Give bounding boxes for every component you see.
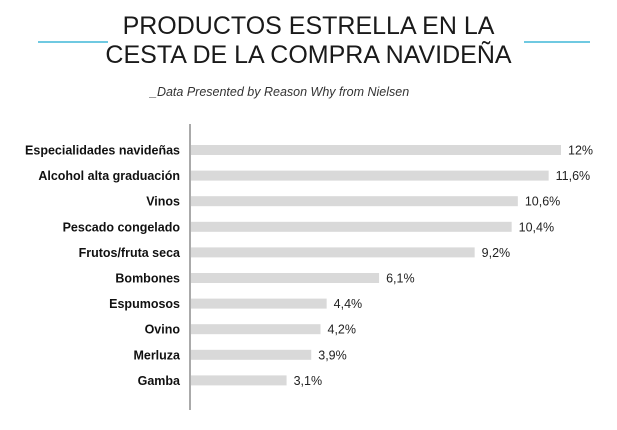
- value-label: 3,1%: [294, 374, 323, 388]
- bar: [191, 221, 512, 232]
- category-label: Alcohol alta graduación: [38, 169, 180, 183]
- bar: [191, 247, 475, 258]
- category-label: Merluza: [133, 348, 181, 362]
- value-label: 10,4%: [519, 220, 554, 234]
- bar: [191, 324, 321, 335]
- bar: [191, 196, 518, 207]
- category-label: Especialidades navideñas: [25, 144, 180, 158]
- category-label: Vinos: [146, 195, 180, 209]
- chart-title: PRODUCTOS ESTRELLA EN LA CESTA DE LA COM…: [0, 12, 617, 70]
- category-label: Bombones: [115, 272, 180, 286]
- value-label: 4,4%: [334, 297, 363, 311]
- category-label: Gamba: [138, 374, 181, 388]
- bar: [191, 375, 287, 386]
- chart-title-line-2: CESTA DE LA COMPRA NAVIDEÑA: [105, 41, 512, 69]
- value-label: 9,2%: [482, 246, 511, 260]
- bar: [191, 145, 561, 155]
- category-label: Frutos/fruta seca: [79, 246, 181, 260]
- value-label: 4,2%: [328, 323, 357, 337]
- value-label: 10,6%: [525, 195, 560, 209]
- value-label: 11,6%: [556, 169, 591, 183]
- bar: [191, 298, 327, 309]
- bar: [191, 273, 380, 283]
- category-label: Espumosos: [109, 297, 180, 311]
- chart-title-line-1: PRODUCTOS ESTRELLA EN LA: [122, 12, 495, 40]
- category-label: Pescado congelado: [63, 220, 181, 234]
- bar: [191, 349, 312, 360]
- category-label: Ovino: [145, 323, 181, 337]
- bar: [191, 170, 549, 181]
- title-decor-line-right: [524, 41, 590, 43]
- value-label: 12%: [568, 144, 593, 158]
- value-label: 6,1%: [386, 272, 415, 286]
- chart-subtitle: _Data Presented by Reason Why from Niels…: [150, 85, 410, 99]
- title-decor-line-left: [38, 41, 108, 43]
- value-label: 3,9%: [318, 348, 347, 362]
